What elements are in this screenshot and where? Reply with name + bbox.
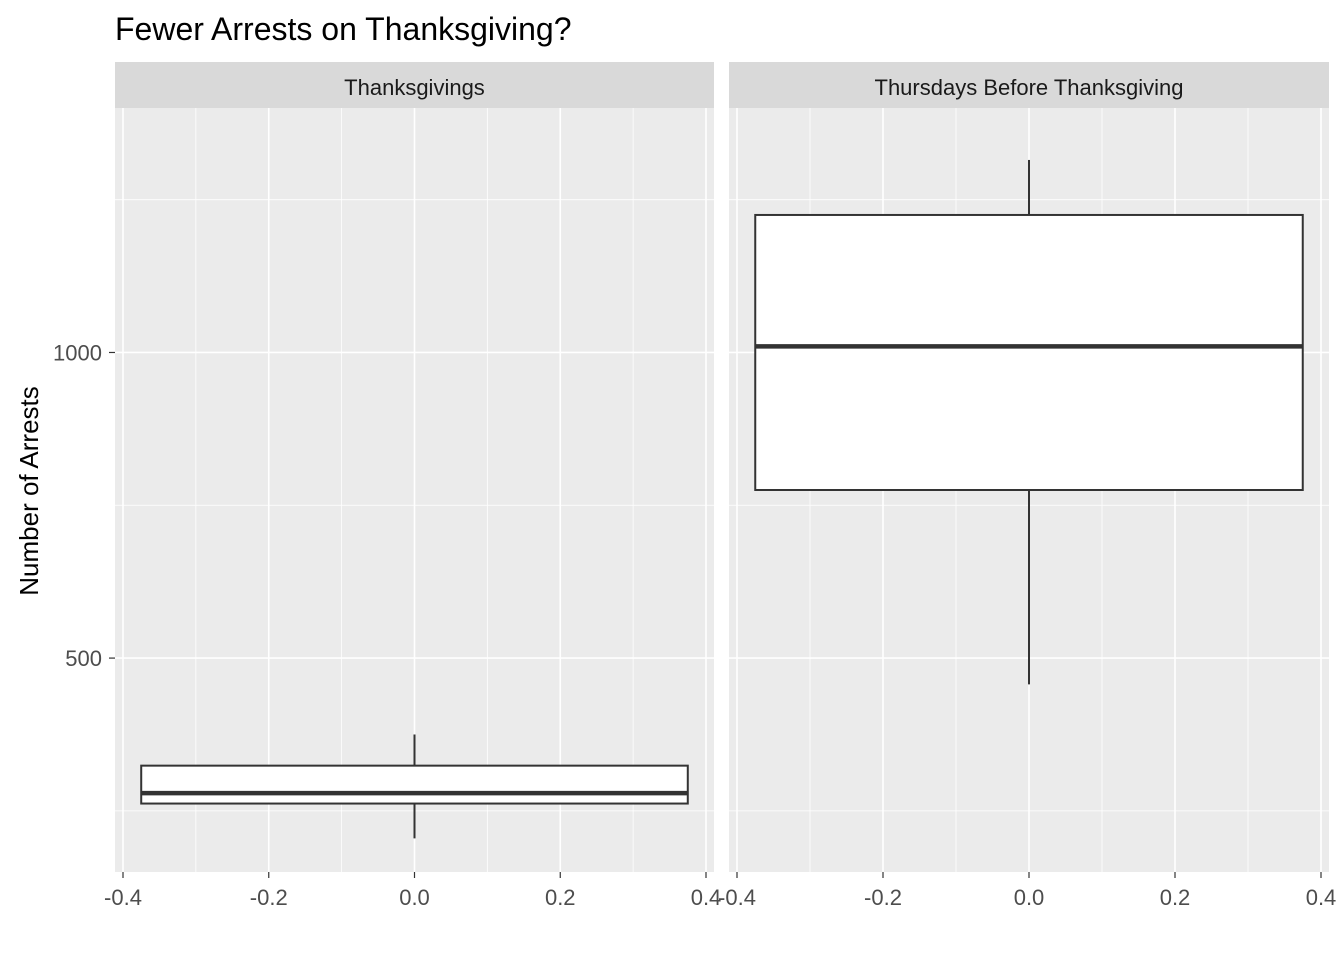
box-iqr [140,764,689,805]
box-iqr [754,213,1304,492]
y-tick-label: 1000 [53,340,102,365]
x-tick-label: 0.4 [1306,885,1337,910]
facet-panel: Thursdays Before Thanksgiving -0.4 -0.2 0.0… [718,62,1336,910]
x-tick-label: 0.4 [691,885,722,910]
facet-strip-label: Thanksgivings [344,75,485,100]
x-tick-label: 0.0 [1014,885,1045,910]
x-tick-label: -0.2 [864,885,902,910]
x-tick-label: 0.0 [399,885,430,910]
y-axis-label: Number of Arrests [14,386,44,596]
facet-strip-label: Thursdays Before Thanksgiving [875,75,1184,100]
x-tick-label: -0.4 [718,885,756,910]
x-tick-label: 0.2 [1160,885,1191,910]
facet-panels: Thanksgivings-0.4 -0.2 0.0 0.2 0.4Thursdays … [104,62,1336,910]
facet-strip [729,62,1329,108]
facet-strip [115,62,714,108]
y-axis: 500 1000 [53,340,115,671]
x-tick-label: -0.4 [104,885,142,910]
facet-panel: Thanksgivings -0.4 -0.2 0.0 0.2 0.4 [104,62,721,910]
x-tick-label: -0.2 [250,885,288,910]
chart-title: Fewer Arrests on Thanksgiving? [115,11,572,47]
x-tick-label: 0.2 [545,885,576,910]
y-tick-label: 500 [65,646,102,671]
